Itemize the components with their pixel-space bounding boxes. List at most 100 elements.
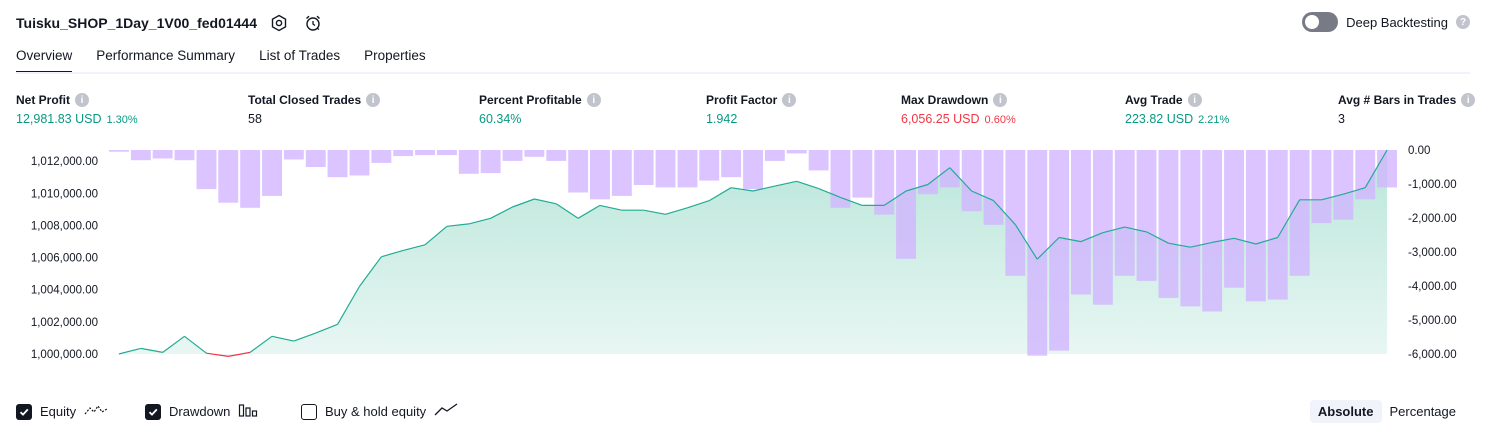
drawdown-bar <box>1224 150 1244 288</box>
info-icon[interactable]: i <box>1461 93 1476 107</box>
drawdown-bar <box>1180 150 1201 307</box>
buy-hold-checkbox[interactable] <box>301 403 317 420</box>
equity-line-segment <box>534 198 557 205</box>
drawdown-bar <box>327 150 348 178</box>
metric-value: 60.34% <box>479 112 522 126</box>
drawdown-bars-icon <box>238 403 258 420</box>
drawdown-bar <box>1049 150 1070 351</box>
drawdown-bar <box>1027 150 1048 356</box>
equity-line-segment <box>1343 187 1366 195</box>
metric-label: Avg # Bars in Trades <box>1338 93 1457 107</box>
equity-line-segment <box>403 244 426 251</box>
settings-icon[interactable] <box>270 14 288 32</box>
drawdown-bar <box>349 150 370 176</box>
drawdown-bar <box>1202 150 1223 312</box>
drawdown-bar <box>1311 150 1332 224</box>
drawdown-bar <box>721 150 742 178</box>
drawdown-bar <box>415 150 435 156</box>
equity-line-segment <box>358 256 382 287</box>
equity-line-segment <box>577 204 601 219</box>
equity-line-segment <box>184 335 207 354</box>
metric-label: Net Profit <box>16 93 70 107</box>
equity-line-segment <box>271 335 294 342</box>
info-icon[interactable]: i <box>586 93 601 107</box>
equity-line-segment <box>905 183 929 192</box>
legend-buy-hold-equity[interactable]: Buy & hold equity <box>301 403 458 420</box>
drawdown-bar <box>939 150 960 188</box>
equity-line-segment <box>796 180 819 190</box>
drawdown-bar <box>633 150 654 185</box>
metric-label: Total Closed Trades <box>248 93 362 107</box>
equity-line-segment <box>1233 237 1257 245</box>
drawdown-bar <box>437 150 457 156</box>
metric-value: 1.942 <box>706 112 738 126</box>
drawdown-bar <box>502 150 523 161</box>
metric-percent: 0.60% <box>984 114 1016 126</box>
equity-checkbox[interactable] <box>16 403 32 420</box>
y-axis-left-tick: 1,012,000.00 <box>31 156 98 168</box>
drawdown-bar <box>130 150 151 161</box>
equity-line-segment <box>118 347 141 355</box>
equity-line-segment <box>665 207 688 215</box>
drawdown-bar <box>1136 150 1157 281</box>
equity-line-segment <box>1146 231 1169 244</box>
tab-properties[interactable]: Properties <box>364 48 426 63</box>
equity-line-segment <box>1036 237 1060 260</box>
equity-line-segment <box>228 351 251 357</box>
metric-label: Percent Profitable <box>479 93 582 107</box>
drawdown-bar <box>1158 150 1179 298</box>
drawdown-checkbox[interactable] <box>145 403 161 420</box>
equity-line-segment <box>424 225 448 246</box>
drawdown-label: Drawdown <box>169 404 231 419</box>
y-axis-right-tick: 0.00 <box>1408 145 1430 157</box>
tab-performance-summary[interactable]: Performance Summary <box>96 48 236 63</box>
equity-line-segment <box>708 187 732 202</box>
equity-line-segment <box>206 352 229 357</box>
info-icon[interactable]: i <box>1187 93 1202 107</box>
drawdown-bar <box>218 150 239 203</box>
equity-line-segment <box>1014 224 1038 260</box>
alarm-clock-icon[interactable] <box>304 14 322 32</box>
equity-line-segment <box>927 167 951 185</box>
drawdown-bar <box>1092 150 1113 305</box>
drawdown-bar <box>1377 150 1397 188</box>
percentage-option[interactable]: Percentage <box>1389 404 1457 419</box>
y-axis-right-tick: -6,000.00 <box>1408 349 1457 361</box>
info-icon[interactable]: i <box>782 93 797 107</box>
drawdown-bar <box>961 150 982 212</box>
equity-line-segment <box>1058 236 1082 243</box>
metric-label: Max Drawdown <box>901 93 989 107</box>
y-axis-right-tick: -3,000.00 <box>1408 247 1457 259</box>
help-icon[interactable]: ? <box>1456 15 1470 29</box>
drawdown-bar <box>1071 150 1091 295</box>
legend-drawdown[interactable]: Drawdown <box>145 403 258 420</box>
absolute-option[interactable]: Absolute <box>1309 400 1382 423</box>
equity-line-segment <box>490 206 513 219</box>
metric-value: 223.82 USD <box>1125 112 1194 126</box>
equity-line-segment <box>1102 226 1125 234</box>
drawdown-bar <box>262 150 282 196</box>
drawdown-bar <box>590 150 610 200</box>
drawdown-bar <box>1114 150 1135 276</box>
drawdown-bar <box>524 150 545 157</box>
drawdown-bar <box>196 150 217 190</box>
info-icon[interactable]: i <box>993 93 1008 107</box>
equity-line-segment <box>687 200 710 209</box>
equity-line-segment <box>1124 226 1147 233</box>
equity-line-segment <box>818 188 841 198</box>
deep-backtesting-control: Deep Backtesting ? <box>1302 12 1470 32</box>
drawdown-bar <box>1355 150 1376 200</box>
equity-line-segment <box>643 209 666 215</box>
tab-list-of-trades[interactable]: List of Trades <box>259 48 341 63</box>
drawdown-bar <box>896 150 916 259</box>
metric-value: 6,056.25 USD <box>901 112 980 126</box>
tab-overview[interactable]: Overview <box>16 48 73 73</box>
info-icon[interactable]: i <box>366 93 381 107</box>
deep-backtesting-toggle[interactable] <box>1302 12 1339 32</box>
info-icon[interactable]: i <box>75 93 89 107</box>
legend-equity[interactable]: Equity <box>16 403 108 420</box>
metric-percent-profitable: Percent Profitable i 60.34% <box>479 93 601 126</box>
drawdown-bar <box>568 150 589 193</box>
equity-line-segment <box>971 190 994 202</box>
strategy-title: Tuisku_SHOP_1Day_1V00_fed01444 <box>16 15 257 31</box>
